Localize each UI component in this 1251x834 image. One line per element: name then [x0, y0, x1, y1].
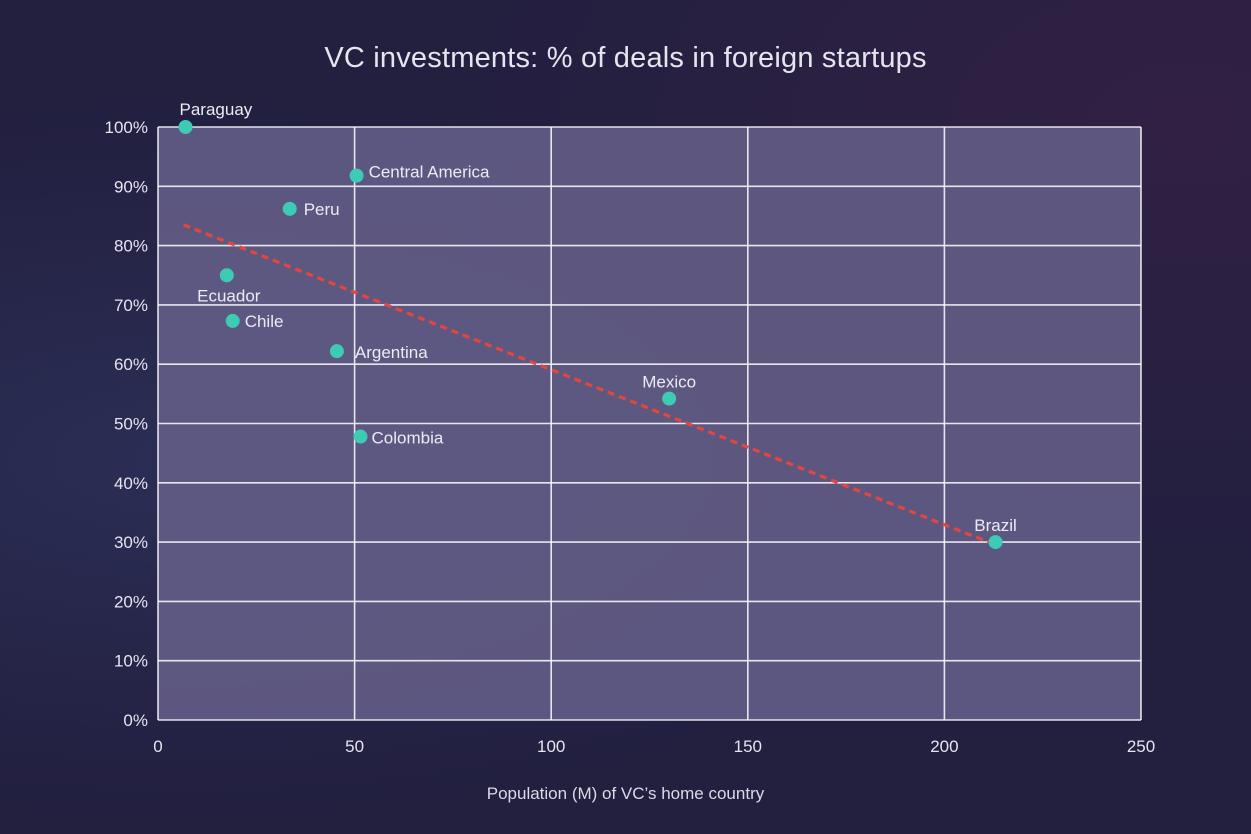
chart-title: VC investments: % of deals in foreign st…: [324, 42, 927, 74]
trendline: [182, 223, 993, 545]
y-tick-label: 80%: [114, 237, 148, 256]
point-label: Argentina: [355, 343, 428, 362]
x-tick-label: 0: [153, 737, 162, 756]
x-axis-label: Population (M) of VC’s home country: [486, 784, 765, 803]
point-label: Brazil: [974, 516, 1017, 535]
y-tick-label: 70%: [114, 296, 148, 315]
x-tick-label: 100: [537, 737, 565, 756]
data-point: [353, 429, 368, 444]
x-tick-label: 150: [734, 737, 762, 756]
y-tick-label: 40%: [114, 474, 148, 493]
y-tick-label: 100%: [105, 118, 148, 137]
y-tick-label: 50%: [114, 415, 148, 434]
data-point: [988, 535, 1003, 550]
point-label: Peru: [304, 200, 340, 219]
point-label: Ecuador: [197, 286, 261, 305]
data-point: [662, 391, 677, 406]
y-tick-label: 10%: [114, 652, 148, 671]
x-tick-label: 50: [345, 737, 364, 756]
point-label: Chile: [245, 312, 284, 331]
point-label: Mexico: [642, 373, 696, 392]
data-point: [219, 268, 234, 283]
point-label: Central America: [369, 163, 490, 182]
y-tick-label: 20%: [114, 592, 148, 611]
data-point: [178, 120, 193, 134]
y-tick-label: 0%: [123, 711, 148, 730]
x-tick-label: 200: [930, 737, 958, 756]
data-point: [282, 201, 297, 216]
y-tick-label: 30%: [114, 533, 148, 552]
point-label: Paraguay: [180, 100, 253, 119]
y-tick-label: 90%: [114, 177, 148, 196]
point-label: Colombia: [371, 429, 443, 448]
y-tick-label: 60%: [114, 355, 148, 374]
data-point: [349, 168, 364, 183]
x-tick-label: 250: [1127, 737, 1155, 756]
data-point: [225, 313, 240, 328]
data-point: [329, 344, 344, 359]
